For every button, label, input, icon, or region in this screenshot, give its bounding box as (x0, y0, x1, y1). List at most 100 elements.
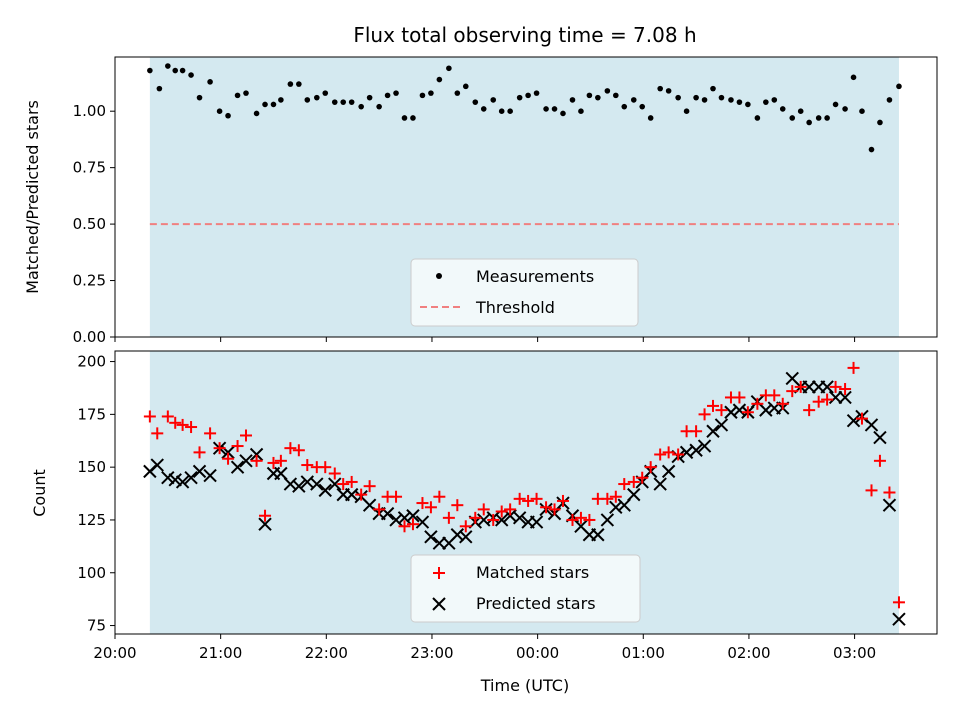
matched-star-point (707, 399, 720, 412)
matched-star-point (821, 393, 834, 406)
predicted-star-point (249, 447, 264, 462)
matched-star-point (776, 397, 789, 410)
predicted-star-point (759, 403, 773, 417)
top-y-tick-label: 0.75 (73, 159, 106, 177)
predicted-star-point (706, 424, 720, 438)
matched-star-point (451, 499, 464, 512)
measurement-point (578, 108, 584, 114)
measurement-point (736, 99, 743, 105)
bottom-x-tick-label: 23:00 (410, 644, 453, 662)
matched-star-point (176, 418, 189, 431)
predicted-star-point (627, 487, 641, 502)
predicted-star-point (274, 466, 288, 481)
measurement-point (454, 90, 461, 96)
predicted-star-point (724, 405, 738, 419)
predicted-star-point (175, 475, 190, 489)
matched-star-point (768, 389, 781, 402)
predicted-star-point (397, 511, 412, 525)
top-y-tick-label: 0.00 (73, 328, 106, 346)
predicted-star-point (661, 464, 676, 479)
measurement-point (754, 115, 761, 121)
predicted-star-point (292, 479, 306, 493)
measurement-point (410, 115, 416, 121)
matched-star-point (151, 427, 164, 440)
measurement-point (886, 97, 893, 103)
measurement-point (436, 76, 443, 83)
measurement-point (516, 94, 523, 101)
measurement-point (287, 81, 294, 87)
predicted-star-point (283, 477, 298, 491)
measurement-point (393, 90, 399, 96)
measurement-point (507, 108, 513, 114)
chart-title: Flux total observing time = 7.08 h (353, 23, 696, 47)
matched-star-point (398, 520, 411, 533)
measurement-point (710, 85, 716, 92)
measurement-point (701, 97, 708, 103)
matched-star-point (715, 404, 728, 417)
matched-star-point (751, 397, 764, 410)
matched-star-point (459, 520, 472, 533)
matched-star-point (204, 427, 217, 440)
matched-star-point (240, 429, 253, 442)
matched-star-point (698, 408, 711, 421)
predicted-star-point (328, 477, 342, 491)
measurement-point (896, 83, 902, 90)
bottom-panel: 75 100 125 150 175 200 20:00 21:00 22:00 23:00 00… (30, 350, 938, 695)
matched-star-point (213, 442, 226, 455)
matched-star-point (601, 492, 614, 505)
measurement-point (693, 94, 699, 101)
measurement-point (850, 74, 857, 81)
top-panel: 0.00 0.25 0.50 0.75 1.00 Matched/Predicted s… (23, 56, 938, 346)
measurement-point (806, 119, 812, 126)
matched-star-point (328, 467, 341, 480)
measurement-point (797, 108, 804, 114)
predicted-star-point (512, 511, 527, 525)
predicted-star-point (192, 464, 207, 479)
matched-star-point (733, 391, 746, 404)
bottom-x-tick-label: 20:00 (93, 644, 136, 662)
matched-star-point (672, 448, 685, 461)
predicted-star-point (459, 530, 473, 544)
predicted-star-point (609, 500, 623, 514)
measurement-point (842, 106, 848, 112)
top-legend: Measurements Threshold (410, 258, 639, 327)
predicted-star-point (310, 477, 324, 491)
bottom-x-tick-label: 21:00 (199, 644, 242, 662)
predicted-star-point (714, 418, 729, 432)
measurement-point (207, 79, 213, 85)
measurement-point (304, 97, 311, 103)
measurement-point (243, 90, 249, 96)
predicted-star-point (230, 460, 245, 474)
measurement-point (179, 67, 186, 74)
matched-star-point (337, 478, 350, 491)
measurement-point (490, 97, 497, 103)
matched-star-point (839, 383, 852, 396)
top-legend-box (410, 258, 639, 327)
matched-star-point (530, 492, 543, 505)
matched-star-point (618, 478, 631, 491)
measurement-point (216, 108, 223, 114)
measurement-point (322, 90, 329, 96)
measurement-point (262, 101, 268, 108)
measurement-point (683, 108, 690, 114)
measurement-point (868, 146, 875, 153)
predicted-star-point (828, 390, 843, 405)
predicted-star-point (802, 380, 816, 394)
matched-star-point (231, 440, 244, 453)
bottom-axes-frame (114, 350, 938, 635)
matched-star-point (609, 490, 622, 503)
matched-star-point (847, 361, 860, 374)
measurement-point (815, 115, 822, 121)
legend-matched-label: Matched stars (476, 563, 589, 582)
matched-star-point (644, 461, 657, 474)
matched-star-point (690, 425, 703, 438)
measurement-point (340, 99, 347, 105)
top-y-tick-label: 0.25 (73, 272, 106, 290)
measurement-point (472, 99, 479, 105)
predicted-star-point (892, 612, 906, 626)
predicted-star-point (203, 468, 217, 483)
matched-star-point (185, 421, 198, 434)
predicted-star-point (161, 471, 175, 485)
matched-star-point (143, 410, 156, 423)
measurement-point (165, 63, 171, 69)
